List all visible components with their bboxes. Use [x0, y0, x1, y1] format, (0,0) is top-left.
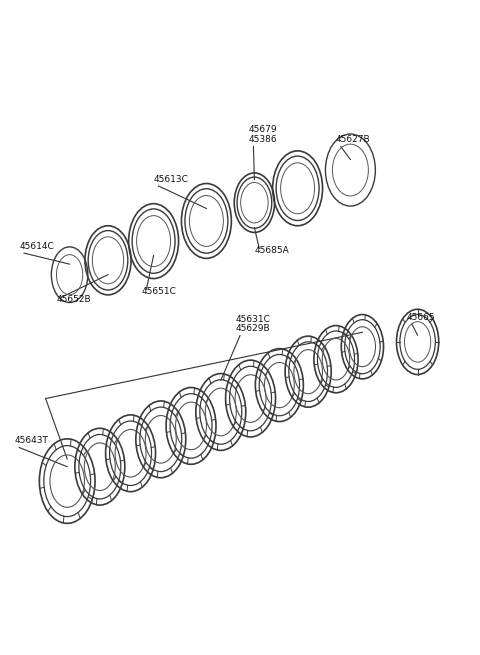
Text: 45651C: 45651C — [142, 287, 177, 295]
Text: 45643T: 45643T — [14, 436, 48, 445]
Text: 45631C
45629B: 45631C 45629B — [235, 314, 270, 333]
Text: 45665: 45665 — [407, 312, 436, 322]
Text: 45614C: 45614C — [19, 242, 54, 251]
Text: 45685A: 45685A — [254, 246, 289, 255]
Text: 45627B: 45627B — [336, 135, 371, 144]
Text: 45613C: 45613C — [154, 174, 189, 183]
Text: 45679
45386: 45679 45386 — [249, 126, 277, 144]
Text: 45652B: 45652B — [57, 295, 91, 304]
